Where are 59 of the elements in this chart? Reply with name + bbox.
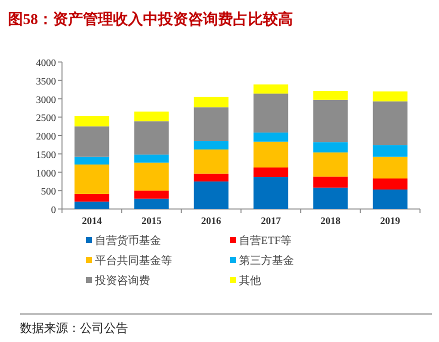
y-tick-label: 3000 <box>36 94 56 106</box>
bar <box>372 101 408 146</box>
bar <box>372 190 408 209</box>
bar <box>134 121 169 155</box>
bar <box>194 107 228 142</box>
bar <box>372 178 408 190</box>
bar <box>254 84 288 94</box>
bar <box>134 154 169 163</box>
bar <box>134 112 169 122</box>
y-tick-label: 2000 <box>36 132 56 142</box>
bar <box>313 152 348 177</box>
bar <box>254 177 288 209</box>
bar <box>134 198 169 209</box>
bar <box>74 156 110 165</box>
bar <box>372 91 408 102</box>
bar <box>194 141 228 150</box>
x-tick-label: 2018 <box>320 216 340 227</box>
legend-label: 第三方基金 <box>239 254 294 267</box>
bar <box>74 164 110 194</box>
bar <box>254 142 288 168</box>
bar <box>254 167 288 178</box>
bar <box>194 174 228 182</box>
bar <box>134 162 169 191</box>
bar <box>313 100 348 142</box>
bar <box>134 190 169 199</box>
y-tick-label: 500 <box>41 186 56 198</box>
source-note: 数据来源：公司公告 <box>20 321 128 335</box>
bar <box>372 156 408 178</box>
y-tick-label: 4000 <box>36 58 56 69</box>
y-tick-label: 0 <box>51 205 56 216</box>
bar <box>194 96 228 108</box>
y-tick-label: 2500 <box>36 113 56 124</box>
chart-title: 图58：资产管理收入中投资咨询费占比较高 <box>8 10 293 28</box>
x-tick-label: 2015 <box>142 216 162 227</box>
legend-label: 其他 <box>239 274 261 287</box>
x-tick-label: 2014 <box>82 216 102 227</box>
bar <box>74 116 110 126</box>
bar <box>313 142 348 152</box>
bar <box>194 181 228 209</box>
bar <box>194 149 228 174</box>
legend-label: 自营货币基金 <box>95 234 161 247</box>
bar <box>313 188 348 209</box>
y-tick-label: 3500 <box>36 76 56 88</box>
bar <box>313 91 348 100</box>
bar <box>254 132 288 142</box>
bar <box>74 202 110 209</box>
legend-label: 自营ETF等 <box>239 234 292 247</box>
y-tick-label: 1000 <box>36 168 56 180</box>
bar <box>74 194 110 202</box>
x-tick-label: 2017 <box>260 216 281 227</box>
x-tick-label: 2016 <box>201 216 222 227</box>
bar <box>313 176 348 188</box>
bar <box>74 126 110 157</box>
legend-label: 投资咨询费 <box>94 274 150 287</box>
x-tick-label: 2019 <box>380 216 400 227</box>
legend-label: 平台共同基金等 <box>95 254 172 267</box>
bar <box>372 145 408 157</box>
bar <box>254 94 288 133</box>
y-tick-label: 1500 <box>36 150 56 161</box>
